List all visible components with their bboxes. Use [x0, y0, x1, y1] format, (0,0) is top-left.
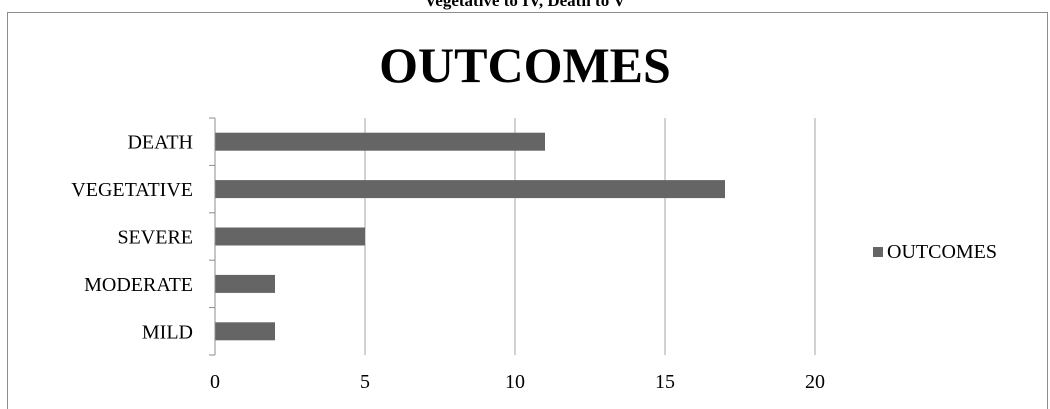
x-tick-label: 15 — [655, 371, 675, 393]
legend-label: OUTCOMES — [887, 241, 997, 263]
bar-death — [215, 132, 545, 151]
chart-area — [7, 12, 1048, 409]
x-tick-label: 20 — [805, 371, 825, 393]
labels: MILD MODERATE SEVERE VEGETATIVE DEATH 0 5 10 15 2… — [71, 132, 825, 393]
bar-vegetative — [215, 180, 725, 199]
x-tick-label: 0 — [210, 371, 220, 393]
legend: OUTCOMES — [873, 241, 997, 263]
gridlines — [364, 118, 816, 355]
category-label: SEVERE — [117, 227, 193, 249]
figure-caption: Vegetative to IV, Death to V — [424, 0, 626, 10]
category-label: MILD — [142, 321, 193, 343]
category-label: VEGETATIVE — [71, 179, 193, 201]
category-label: MODERATE — [84, 274, 193, 296]
x-tick-label: 10 — [505, 371, 525, 393]
chart-title: OUTCOMES — [379, 37, 671, 93]
bar-mild — [215, 322, 275, 341]
category-label: DEATH — [127, 132, 193, 154]
axes — [209, 117, 216, 356]
x-tick-label: 5 — [360, 371, 370, 393]
legend-swatch — [873, 247, 883, 257]
bars — [215, 132, 725, 341]
bar-severe — [215, 227, 365, 246]
bar-moderate — [215, 274, 275, 293]
